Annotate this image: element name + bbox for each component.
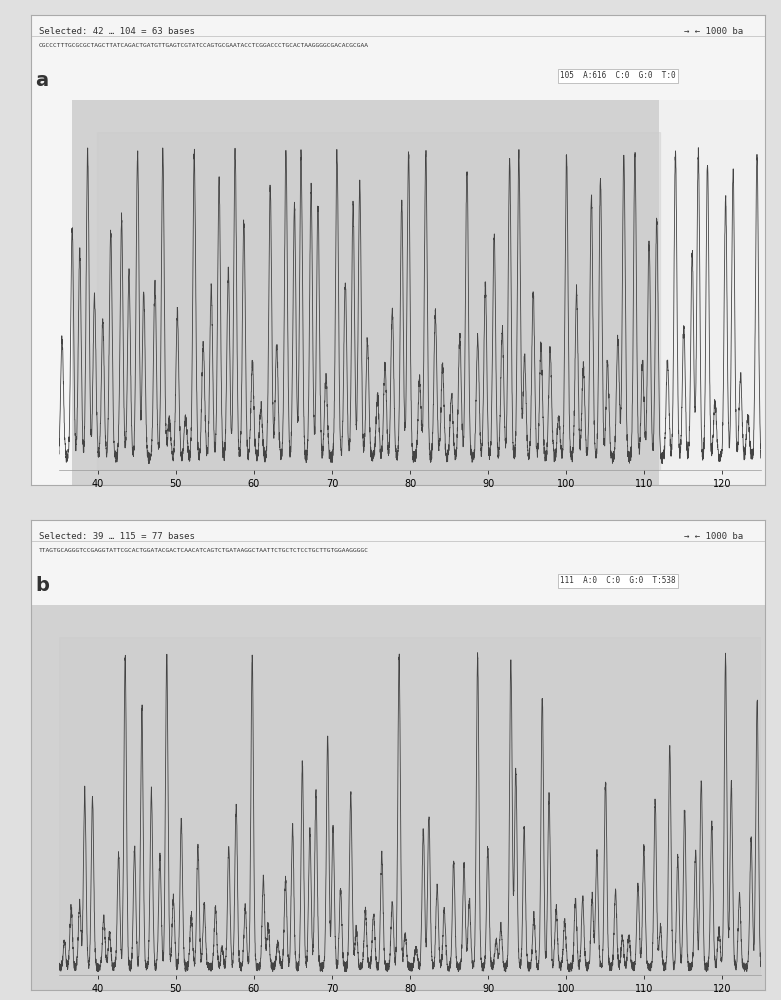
Text: → ← 1000 ba: → ← 1000 ba bbox=[684, 532, 744, 541]
Text: → ← 1000 ba: → ← 1000 ba bbox=[684, 27, 744, 36]
Text: Selected: 42 … 104 = 63 bases: Selected: 42 … 104 = 63 bases bbox=[38, 27, 194, 36]
Text: a: a bbox=[35, 71, 48, 90]
Bar bbox=[97, 132, 659, 470]
Text: Selected: 39 … 115 = 77 bases: Selected: 39 … 115 = 77 bases bbox=[38, 532, 194, 541]
Bar bbox=[659, 100, 765, 485]
Text: 111  A:0  C:0  G:0  T:538: 111 A:0 C:0 G:0 T:538 bbox=[560, 576, 676, 585]
Text: b: b bbox=[35, 576, 48, 595]
Bar bbox=[31, 605, 765, 990]
Text: 105  A:616  C:0  G:0  T:0: 105 A:616 C:0 G:0 T:0 bbox=[560, 71, 676, 80]
Bar bbox=[72, 100, 659, 485]
Text: CGCCCTTTGCGCGCTAGCTTATCAGACTGATGTTGAGTCGTATCCAGTGCGAATACCTCGGACCCTGCACTAAGGGGCGA: CGCCCTTTGCGCGCTAGCTTATCAGACTGATGTTGAGTCG… bbox=[38, 43, 369, 48]
Text: TTAGTGCAGGGTCCGAGGTATTCGCACTGGATACGACTCAACATCAGTCTGATAAGGCTAATTCTGCTCTCCTGCTTGTG: TTAGTGCAGGGTCCGAGGTATTCGCACTGGATACGACTCA… bbox=[38, 548, 369, 553]
